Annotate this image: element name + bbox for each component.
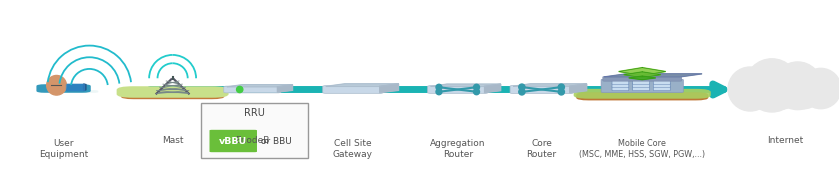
FancyBboxPatch shape [223,86,281,93]
Text: Mobile Core
(MSC, MME, HSS, SGW, PGW,...): Mobile Core (MSC, MME, HSS, SGW, PGW,...… [579,139,706,159]
Polygon shape [431,84,501,86]
FancyBboxPatch shape [428,86,488,93]
Polygon shape [485,84,501,93]
Text: or BBU: or BBU [258,137,291,146]
FancyBboxPatch shape [729,89,840,92]
Polygon shape [66,84,83,91]
Ellipse shape [47,76,66,95]
FancyBboxPatch shape [612,80,629,84]
Polygon shape [227,85,292,87]
FancyBboxPatch shape [612,83,629,88]
Text: Internet: Internet [767,136,803,145]
Text: RRU: RRU [244,108,265,118]
Text: EnodeB: EnodeB [235,136,270,145]
Ellipse shape [237,86,243,93]
Polygon shape [629,76,656,80]
Ellipse shape [801,68,840,109]
Ellipse shape [474,89,480,95]
Ellipse shape [559,84,564,90]
Ellipse shape [436,89,442,95]
Polygon shape [277,85,292,92]
FancyBboxPatch shape [510,86,573,93]
FancyBboxPatch shape [633,86,649,91]
FancyBboxPatch shape [601,79,683,93]
Ellipse shape [747,75,779,107]
Polygon shape [326,84,398,86]
Text: Core
Router: Core Router [527,139,557,159]
Ellipse shape [559,89,564,95]
FancyBboxPatch shape [323,86,383,93]
FancyBboxPatch shape [574,89,711,99]
FancyBboxPatch shape [654,83,670,88]
FancyBboxPatch shape [654,86,670,91]
Ellipse shape [474,84,480,90]
Ellipse shape [519,84,525,90]
Text: Cell Site
Gateway: Cell Site Gateway [333,139,373,159]
FancyBboxPatch shape [612,86,629,91]
Ellipse shape [774,62,822,110]
Polygon shape [570,84,586,93]
Ellipse shape [745,59,799,112]
Ellipse shape [728,67,772,111]
FancyBboxPatch shape [633,80,649,84]
Polygon shape [605,74,702,77]
Polygon shape [513,84,586,86]
Polygon shape [624,72,661,78]
Polygon shape [66,84,83,91]
FancyBboxPatch shape [603,77,681,81]
FancyBboxPatch shape [39,90,98,93]
Text: Aggregation
Router: Aggregation Router [430,139,486,159]
FancyBboxPatch shape [36,84,91,93]
FancyBboxPatch shape [201,103,307,158]
FancyBboxPatch shape [654,80,670,84]
FancyBboxPatch shape [121,91,224,99]
Ellipse shape [519,89,525,95]
Text: vBBU: vBBU [219,137,247,146]
Polygon shape [83,84,86,91]
Ellipse shape [786,74,822,109]
FancyBboxPatch shape [633,83,649,88]
Ellipse shape [436,84,442,90]
Polygon shape [619,68,666,75]
Text: User
Equipment: User Equipment [39,139,88,159]
Text: Mast: Mast [162,136,183,145]
FancyBboxPatch shape [209,130,257,152]
Polygon shape [380,84,398,93]
FancyBboxPatch shape [576,92,708,100]
FancyBboxPatch shape [117,86,228,98]
Ellipse shape [765,74,800,109]
